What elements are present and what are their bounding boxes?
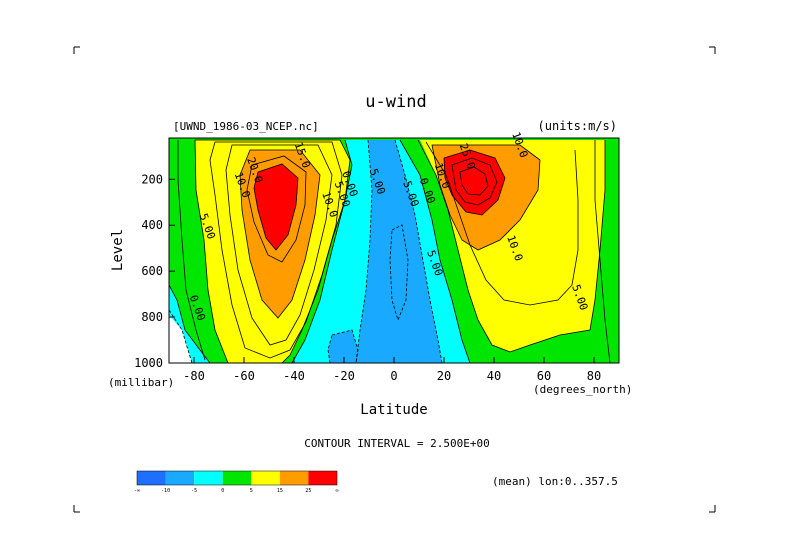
corner-marks — [73, 46, 716, 513]
fill-blue-blob — [328, 330, 358, 363]
x-tick-label: 80 — [587, 369, 601, 383]
x-axis-title: Latitude — [360, 402, 427, 418]
contour-lines — [169, 139, 611, 363]
colorbar-label: 25 — [305, 488, 311, 494]
colorbar-label: -5 — [191, 488, 197, 494]
x-tick-label: 0 — [390, 369, 397, 383]
x-tick-label: -40 — [283, 369, 305, 383]
x-axis: -80 -60 -40 -20 0 20 40 60 80 — [183, 357, 601, 383]
colorbar-swatch — [137, 471, 166, 485]
colorbar-swatch — [308, 471, 337, 485]
colorbar: -∞ -10 -5 0 5 15 25 ∞ — [134, 470, 339, 494]
x-units: (degrees_north) — [533, 383, 632, 396]
y-tick-label: 200 — [141, 172, 163, 186]
x-tick-label: -60 — [233, 369, 255, 383]
contour-plot — [169, 138, 619, 363]
colorbar-swatch — [194, 471, 223, 485]
y-units: (millibar) — [108, 376, 174, 389]
chart-title: u-wind — [365, 92, 426, 112]
colorbar-label: -∞ — [134, 488, 140, 494]
y-tick-label: 1000 — [134, 356, 163, 370]
fill-south-25 — [254, 164, 298, 250]
colorbar-label: 15 — [277, 488, 283, 494]
x-tick-label: -20 — [333, 369, 355, 383]
mean-label: (mean) lon:0..357.5 — [492, 475, 618, 488]
units-label: (units:m/s) — [538, 119, 617, 133]
y-axis: 200 400 600 800 1000 — [134, 172, 175, 370]
colorbar-swatch — [222, 471, 252, 485]
fill-southpole-white — [169, 315, 192, 363]
x-tick-label: 40 — [487, 369, 501, 383]
x-tick-label: 20 — [437, 369, 451, 383]
colorbar-frame — [136, 470, 338, 486]
fill-central-blue — [356, 140, 442, 363]
fill-north-25 — [444, 150, 505, 215]
colorbar-label: -10 — [161, 488, 170, 494]
colorbar-swatch — [165, 471, 195, 485]
file-label: [UWND_1986-03_NCEP.nc] — [173, 120, 319, 133]
x-tick-label: -80 — [183, 369, 205, 383]
contour-interval-label: CONTOUR INTERVAL = 2.500E+00 — [304, 437, 489, 450]
y-tick-label: 800 — [141, 310, 163, 324]
x-tick-label: 60 — [537, 369, 551, 383]
colorbar-label: ∞ — [335, 488, 338, 494]
y-axis-title: Level — [110, 229, 126, 271]
colorbar-label: 5 — [250, 488, 253, 494]
y-tick-label: 600 — [141, 264, 163, 278]
y-tick-label: 400 — [141, 218, 163, 232]
colorbar-label: 0 — [221, 488, 224, 494]
colorbar-swatch — [251, 471, 280, 485]
colorbar-swatch — [279, 471, 309, 485]
